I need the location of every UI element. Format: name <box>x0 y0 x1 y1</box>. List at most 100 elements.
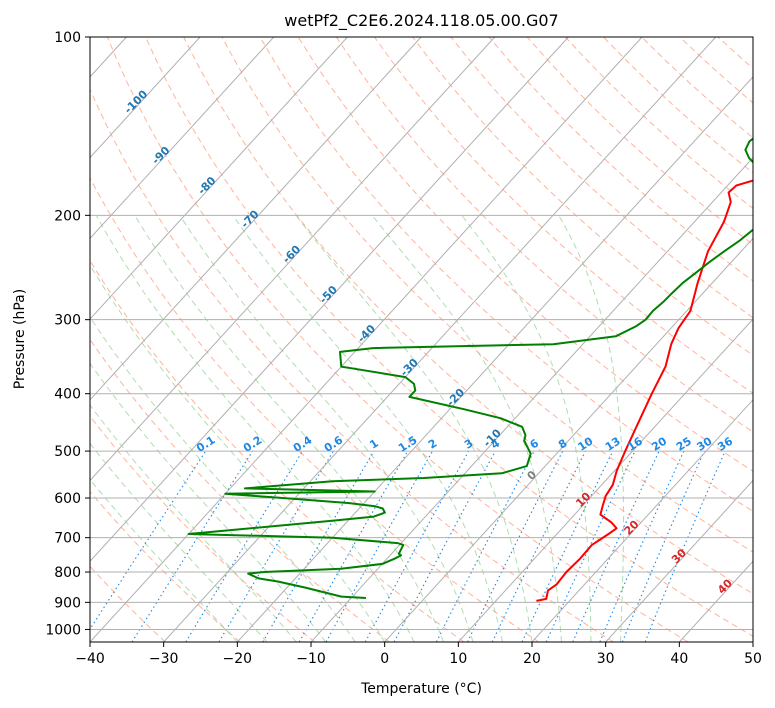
moist-adiabat <box>232 215 503 642</box>
isotherm-line <box>90 37 643 642</box>
isotherm-line <box>90 37 496 482</box>
isotherm-line <box>531 399 753 642</box>
dry-adiabat <box>183 37 753 595</box>
moist-adiabat <box>90 362 327 642</box>
moist-adiabat <box>558 215 624 642</box>
dry-adiabat-label: -80 <box>195 174 218 197</box>
mixing-ratio-label: 2 <box>426 437 440 452</box>
isotherm-label: 40 <box>715 576 735 596</box>
mixing-ratio-label: 0.4 <box>291 433 315 455</box>
dry-adiabat <box>603 37 753 174</box>
y-tick-label: 900 <box>54 595 81 611</box>
moist-adiabat <box>90 478 238 642</box>
y-tick-label: 800 <box>54 565 81 581</box>
moist-adiabat <box>134 215 445 642</box>
gridlines <box>90 37 753 642</box>
dry-adiabat-label: -60 <box>280 242 303 265</box>
background-lines <box>90 37 775 642</box>
dry-adiabat <box>90 415 316 642</box>
dry-adiabat <box>335 37 753 433</box>
y-tick-label: 300 <box>54 313 81 329</box>
dry-adiabat <box>412 37 753 356</box>
dewpoint-line <box>187 137 753 599</box>
x-tick-label: 10 <box>449 651 467 667</box>
moist-adiabat <box>371 214 562 642</box>
isotherm-line <box>90 37 422 401</box>
mixing-ratio-label: 1 <box>367 437 381 452</box>
isotherm-line <box>457 318 753 642</box>
dry-adiabat <box>374 37 753 394</box>
mixing-ratio-line <box>262 450 375 642</box>
moist-adiabat <box>95 215 415 642</box>
dry-adiabat <box>90 565 166 642</box>
mixing-ratio-line <box>90 450 207 631</box>
mixing-ratio-line <box>185 450 304 642</box>
moist-adiabat <box>461 214 592 642</box>
mixing-ratio-line <box>218 450 334 642</box>
isotherm-line <box>90 37 348 320</box>
dry-adiabat-label: -40 <box>355 322 378 345</box>
moist-adiabat <box>179 215 474 642</box>
dry-adiabat <box>717 37 753 70</box>
mixing-ratio-line <box>621 450 705 642</box>
x-tick-label: 20 <box>523 651 541 667</box>
isotherm-line <box>163 37 717 642</box>
moist-adiabat <box>90 316 356 642</box>
x-tick-label: 0 <box>380 651 389 667</box>
mixing-ratio-line <box>545 450 636 642</box>
x-tick-label: −30 <box>149 651 179 667</box>
dry-adiabat <box>145 37 753 637</box>
moist-adiabat <box>90 442 268 642</box>
mixing-ratio-label: 0.1 <box>194 433 217 455</box>
isotherm-label: 30 <box>669 546 689 566</box>
dry-adiabat <box>488 37 753 282</box>
isotherm-label: 20 <box>622 517 642 537</box>
y-tick-label: 200 <box>54 208 81 224</box>
dry-adiabat-label: -90 <box>149 144 172 167</box>
dry-adiabat <box>106 37 689 642</box>
mixing-ratio-label: 8 <box>556 437 570 452</box>
chart-title: wetPf2_C2E6.2024.118.05.00.G07 <box>284 11 558 31</box>
dry-adiabat <box>641 37 753 139</box>
dry-adiabat-label: -100 <box>122 87 151 116</box>
isotherm-line <box>605 479 753 642</box>
dry-adiabat <box>756 37 775 642</box>
mixing-ratio-line <box>467 450 564 642</box>
isotherm-line <box>384 237 753 642</box>
temperature-line <box>536 179 753 602</box>
mixing-ratio-line <box>435 450 535 642</box>
x-tick-label: 50 <box>744 651 762 667</box>
y-tick-label: 1000 <box>45 622 81 638</box>
mixing-ratio-line <box>393 450 496 642</box>
y-tick-label: 400 <box>54 387 81 403</box>
x-tick-label: −40 <box>75 651 105 667</box>
y-tick-label: 500 <box>54 444 81 460</box>
isotherm-line <box>90 37 275 240</box>
mixing-ratio-line <box>131 450 254 642</box>
isotherm-line <box>310 156 753 642</box>
x-tick-label: 40 <box>670 651 688 667</box>
dry-adiabat <box>90 88 614 642</box>
mixing-ratio-label: 0.2 <box>241 433 264 455</box>
dry-adiabat <box>90 176 540 642</box>
dry-adiabat <box>679 37 753 104</box>
y-tick-label: 100 <box>54 30 81 46</box>
isotherm-line <box>90 37 201 159</box>
isotherm-line <box>90 37 569 563</box>
y-axis-title: Pressure (hPa) <box>12 289 28 389</box>
dry-adiabat <box>90 490 241 642</box>
x-tick-label: 30 <box>597 651 615 667</box>
x-tick-label: −20 <box>223 651 253 667</box>
y-tick-label: 600 <box>54 491 81 507</box>
x-axis-title: Temperature (°C) <box>360 681 482 697</box>
mixing-ratio-line <box>521 450 614 642</box>
plot-frame <box>89 36 754 643</box>
isotherm-line <box>752 641 753 642</box>
dry-adiabat <box>90 338 390 642</box>
mixing-ratio-line <box>491 450 586 642</box>
dry-adiabat <box>259 37 753 512</box>
moist-adiabat <box>90 264 386 642</box>
mixing-ratio-line <box>364 450 470 642</box>
mixing-ratio-line <box>644 450 726 642</box>
